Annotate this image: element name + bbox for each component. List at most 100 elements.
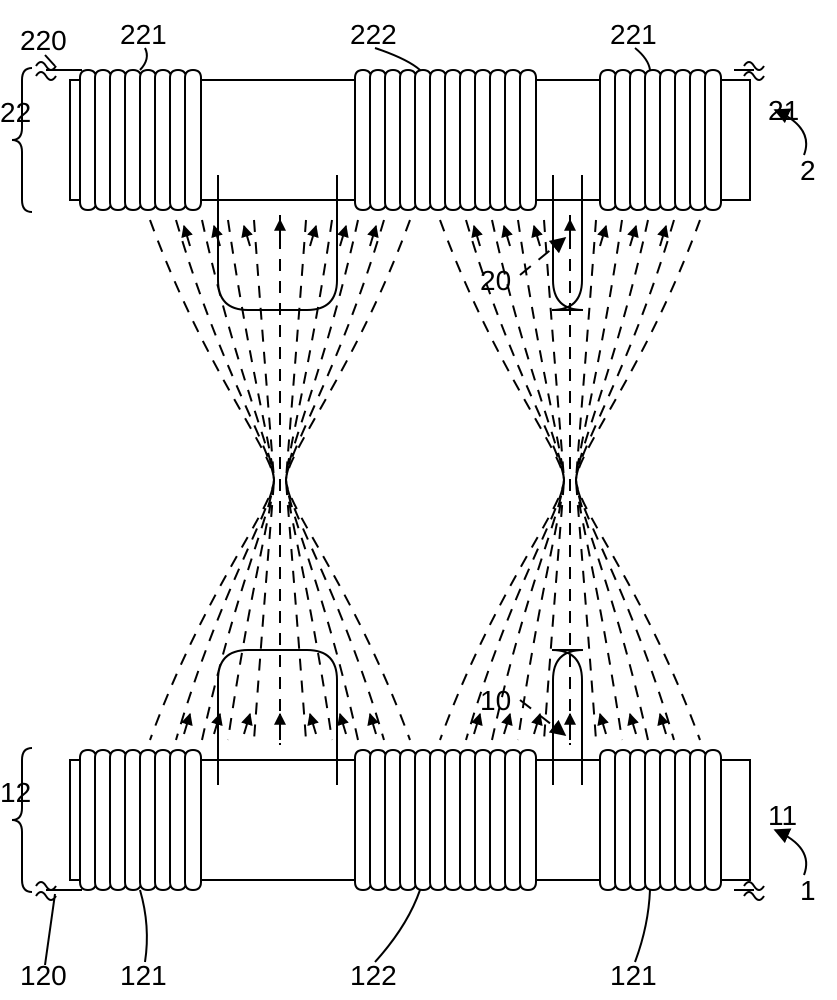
flux-line bbox=[576, 220, 622, 740]
bottom-coil-left-turn bbox=[125, 750, 141, 890]
top-coil-right-turn bbox=[615, 70, 631, 210]
top-coil-center-turn bbox=[475, 70, 491, 210]
leader-line bbox=[140, 890, 147, 962]
label-221-left: 221 bbox=[120, 19, 167, 50]
bottom-coil-center-turn bbox=[415, 750, 431, 890]
flux-arrow-in bbox=[600, 714, 606, 734]
flux-arrow-out bbox=[340, 226, 346, 246]
break-mark bbox=[36, 882, 56, 890]
bottom-coil-center-turn bbox=[430, 750, 446, 890]
top-coil-center-turn bbox=[520, 70, 536, 210]
flux-arrow-out bbox=[244, 226, 250, 246]
bottom-coil-right-turn bbox=[645, 750, 661, 890]
flux-line bbox=[492, 220, 564, 740]
leader-line bbox=[45, 55, 55, 66]
top-coil-left-turn bbox=[185, 70, 201, 210]
flux-line bbox=[576, 220, 648, 740]
break-mark bbox=[744, 62, 764, 70]
bottom-coil-center-turn bbox=[460, 750, 476, 890]
label-122: 122 bbox=[350, 960, 397, 991]
flux-arrow-in bbox=[370, 714, 376, 734]
label-10: 10 bbox=[480, 685, 511, 716]
bottom-coil-center-turn bbox=[370, 750, 386, 890]
flux-arrow-in bbox=[244, 714, 250, 734]
leader-line bbox=[635, 48, 650, 70]
bottom-coil-right-turn bbox=[690, 750, 706, 890]
label-20: 20 bbox=[480, 265, 511, 296]
flux-line bbox=[254, 220, 274, 740]
top-coil-center-turn bbox=[355, 70, 371, 210]
flux-line bbox=[228, 220, 274, 740]
label-11: 11 bbox=[768, 800, 797, 831]
label-2: 2 bbox=[800, 155, 816, 186]
flux-arrow-out bbox=[370, 226, 376, 246]
leader-line bbox=[635, 890, 650, 962]
flux-arrow-out bbox=[184, 226, 190, 246]
top-coil-right-turn bbox=[630, 70, 646, 210]
top-coil-center-turn bbox=[460, 70, 476, 210]
flux-line bbox=[440, 220, 564, 740]
leader-line bbox=[45, 894, 55, 965]
top-coil-left-turn bbox=[80, 70, 96, 210]
top-coil-left-turn bbox=[155, 70, 171, 210]
flux-arrow-out bbox=[630, 226, 636, 246]
flux-arrow-in bbox=[184, 714, 190, 734]
label-121-left: 121 bbox=[120, 960, 167, 991]
top-coil-right-turn bbox=[705, 70, 721, 210]
break-mark bbox=[36, 892, 56, 900]
bottom-coil-left-turn bbox=[170, 750, 186, 890]
top-coil-center-turn bbox=[505, 70, 521, 210]
label-1: 1 bbox=[800, 875, 816, 906]
label-22: 22 bbox=[0, 97, 31, 128]
top-coil-center-turn bbox=[445, 70, 461, 210]
label-222: 222 bbox=[350, 19, 397, 50]
bottom-coil-left-turn bbox=[140, 750, 156, 890]
leader-line bbox=[375, 890, 420, 962]
flux-arrow-in bbox=[630, 714, 636, 734]
top-coil-center-turn bbox=[415, 70, 431, 210]
flux-line bbox=[202, 220, 274, 740]
label-12: 12 bbox=[0, 777, 31, 808]
bottom-coil-right-turn bbox=[615, 750, 631, 890]
top-coil-left-turn bbox=[110, 70, 126, 210]
top-coil-center-turn bbox=[400, 70, 416, 210]
assembly-leader bbox=[775, 830, 806, 875]
flux-dir-20 bbox=[520, 238, 565, 275]
flux-arrow-in bbox=[534, 714, 540, 734]
flux-line bbox=[286, 220, 358, 740]
top-coil-center-turn bbox=[370, 70, 386, 210]
flux-dir-10 bbox=[520, 700, 565, 735]
flux-arrow-in bbox=[474, 714, 480, 734]
flux-arrow-out bbox=[310, 226, 316, 246]
label-21: 21 bbox=[768, 95, 799, 126]
flux-line bbox=[286, 220, 306, 740]
top-coil-center-turn bbox=[430, 70, 446, 210]
break-mark bbox=[744, 72, 764, 80]
top-coil-left-turn bbox=[95, 70, 111, 210]
top-coil-center-turn bbox=[385, 70, 401, 210]
top-coil-right-turn bbox=[645, 70, 661, 210]
label-221-right: 221 bbox=[610, 19, 657, 50]
top-coil-right-turn bbox=[660, 70, 676, 210]
flux-line bbox=[286, 220, 332, 740]
bottom-coil-right-turn bbox=[705, 750, 721, 890]
flux-arrow-in bbox=[660, 714, 666, 734]
bottom-coil-center-turn bbox=[505, 750, 521, 890]
flux-line bbox=[150, 220, 274, 740]
label-220: 220 bbox=[20, 25, 67, 56]
top-coil-right-turn bbox=[690, 70, 706, 210]
flux-arrow-in bbox=[340, 714, 346, 734]
top-coil-left-turn bbox=[125, 70, 141, 210]
bottom-coil-left-turn bbox=[110, 750, 126, 890]
flux-arrow-out bbox=[660, 226, 666, 246]
flux-arrow-out bbox=[504, 226, 510, 246]
bottom-coil-center-turn bbox=[490, 750, 506, 890]
bottom-coil-left-turn bbox=[95, 750, 111, 890]
break-mark bbox=[744, 892, 764, 900]
bottom-coil-center-turn bbox=[445, 750, 461, 890]
bottom-coil-center-turn bbox=[400, 750, 416, 890]
flux-line bbox=[576, 220, 700, 740]
bottom-coil-center-turn bbox=[385, 750, 401, 890]
top-coil-left-turn bbox=[170, 70, 186, 210]
bottom-coil-center-turn bbox=[355, 750, 371, 890]
